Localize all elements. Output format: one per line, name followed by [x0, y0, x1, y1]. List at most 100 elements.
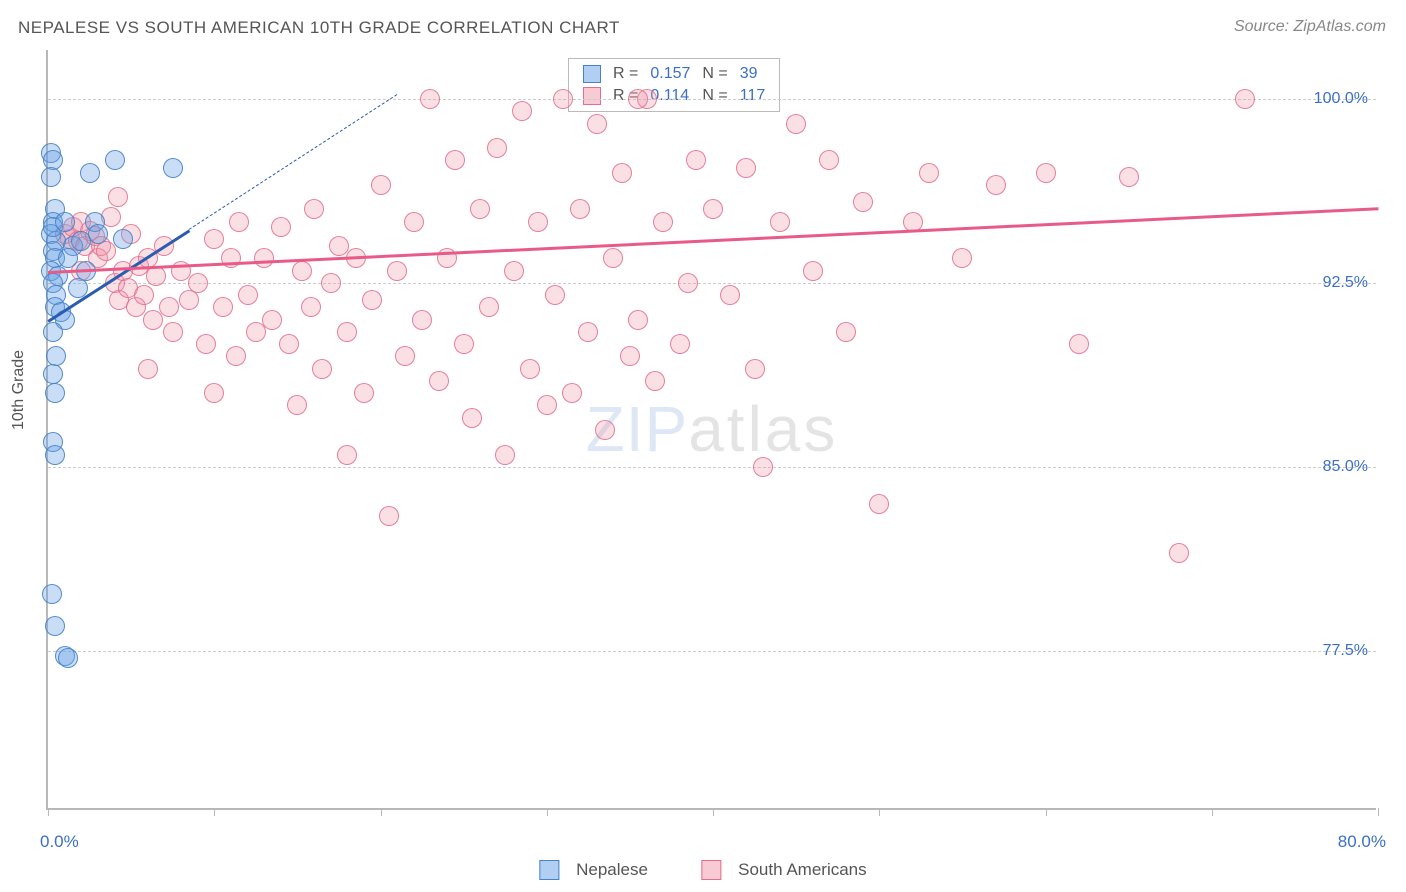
scatter-point-pink [562, 383, 582, 403]
scatter-point-pink [229, 212, 249, 232]
scatter-point-pink [720, 285, 740, 305]
scatter-point-pink [986, 175, 1006, 195]
watermark: ZIPatlas [586, 392, 839, 466]
scatter-point-pink [143, 310, 163, 330]
scatter-point-pink [454, 334, 474, 354]
scatter-point-pink [420, 89, 440, 109]
scatter-point-pink [462, 408, 482, 428]
scatter-point-pink [379, 506, 399, 526]
x-tick [1046, 808, 1047, 816]
x-tick [713, 808, 714, 816]
scatter-point-pink [620, 346, 640, 366]
scatter-point-pink [686, 150, 706, 170]
scatter-point-pink [670, 334, 690, 354]
gridline-h [48, 651, 1376, 652]
scatter-point-pink [1169, 543, 1189, 563]
scatter-point-blue [163, 158, 183, 178]
y-tick-label: 85.0% [1323, 458, 1368, 476]
scatter-point-blue [88, 224, 108, 244]
scatter-point-blue [42, 584, 62, 604]
n-value-blue: 39 [734, 63, 772, 85]
scatter-point-pink [204, 383, 224, 403]
x-tick [547, 808, 548, 816]
chart-container: NEPALESE VS SOUTH AMERICAN 10TH GRADE CO… [0, 0, 1406, 892]
scatter-point-blue [105, 150, 125, 170]
scatter-point-pink [188, 273, 208, 293]
plot-area: ZIPatlas R = 0.157 N = 39 R = 0.114 N = … [46, 50, 1376, 810]
scatter-point-blue [45, 445, 65, 465]
scatter-point-pink [429, 371, 449, 391]
scatter-point-pink [262, 310, 282, 330]
scatter-point-pink [337, 445, 357, 465]
x-tick-label-min: 0.0% [40, 832, 79, 852]
scatter-point-blue [43, 322, 63, 342]
scatter-point-blue [55, 212, 75, 232]
scatter-point-pink [479, 297, 499, 317]
scatter-point-pink [836, 322, 856, 342]
scatter-point-pink [603, 248, 623, 268]
scatter-point-pink [246, 322, 266, 342]
n-label: N = [696, 63, 733, 85]
swatch-pink-icon [583, 87, 601, 105]
legend-row-blue: R = 0.157 N = 39 [577, 63, 771, 85]
legend-label-south-americans: South Americans [738, 860, 867, 879]
scatter-point-pink [645, 371, 665, 391]
scatter-point-blue [80, 163, 100, 183]
scatter-point-pink [587, 114, 607, 134]
scatter-point-pink [312, 359, 332, 379]
scatter-point-pink [292, 261, 312, 281]
x-tick [381, 808, 382, 816]
scatter-point-pink [803, 261, 823, 281]
scatter-point-pink [578, 322, 598, 342]
chart-title: NEPALESE VS SOUTH AMERICAN 10TH GRADE CO… [18, 18, 620, 38]
scatter-point-pink [736, 158, 756, 178]
scatter-point-pink [528, 212, 548, 232]
scatter-point-pink [254, 248, 274, 268]
scatter-point-pink [108, 187, 128, 207]
y-tick-label: 77.5% [1323, 642, 1368, 660]
scatter-point-blue [41, 167, 61, 187]
scatter-point-pink [279, 334, 299, 354]
scatter-point-pink [238, 285, 258, 305]
scatter-point-pink [520, 359, 540, 379]
r-label: R = [607, 63, 644, 85]
scatter-point-pink [553, 89, 573, 109]
scatter-point-pink [703, 199, 723, 219]
scatter-point-pink [1119, 167, 1139, 187]
scatter-point-pink [404, 212, 424, 232]
scatter-point-pink [595, 420, 615, 440]
legend-row-pink: R = 0.114 N = 117 [577, 85, 771, 107]
watermark-atlas: atlas [688, 393, 838, 465]
scatter-point-pink [134, 285, 154, 305]
y-tick-label: 92.5% [1323, 274, 1368, 292]
scatter-point-pink [628, 310, 648, 330]
scatter-point-pink [770, 212, 790, 232]
scatter-point-pink [786, 114, 806, 134]
scatter-point-pink [653, 212, 673, 232]
scatter-point-pink [304, 199, 324, 219]
scatter-point-pink [287, 395, 307, 415]
x-tick [214, 808, 215, 816]
scatter-point-pink [1036, 163, 1056, 183]
scatter-point-blue [58, 648, 78, 668]
scatter-point-pink [952, 248, 972, 268]
y-axis-label: 10th Grade [10, 350, 28, 430]
scatter-point-pink [96, 241, 116, 261]
scatter-point-pink [853, 192, 873, 212]
scatter-point-blue [45, 383, 65, 403]
n-value-pink: 117 [734, 85, 772, 107]
scatter-point-pink [204, 229, 224, 249]
trendline-blue-dash [189, 94, 397, 230]
source-label: Source: ZipAtlas.com [1234, 18, 1386, 36]
gridline-h [48, 99, 1376, 100]
scatter-point-pink [1235, 89, 1255, 109]
x-tick [1378, 808, 1379, 816]
scatter-point-pink [354, 383, 374, 403]
scatter-point-pink [271, 217, 291, 237]
scatter-point-pink [869, 494, 889, 514]
x-tick [1212, 808, 1213, 816]
scatter-point-pink [1069, 334, 1089, 354]
legend-label-nepalese: Nepalese [576, 860, 648, 879]
scatter-point-pink [445, 150, 465, 170]
y-tick-label: 100.0% [1314, 90, 1368, 108]
